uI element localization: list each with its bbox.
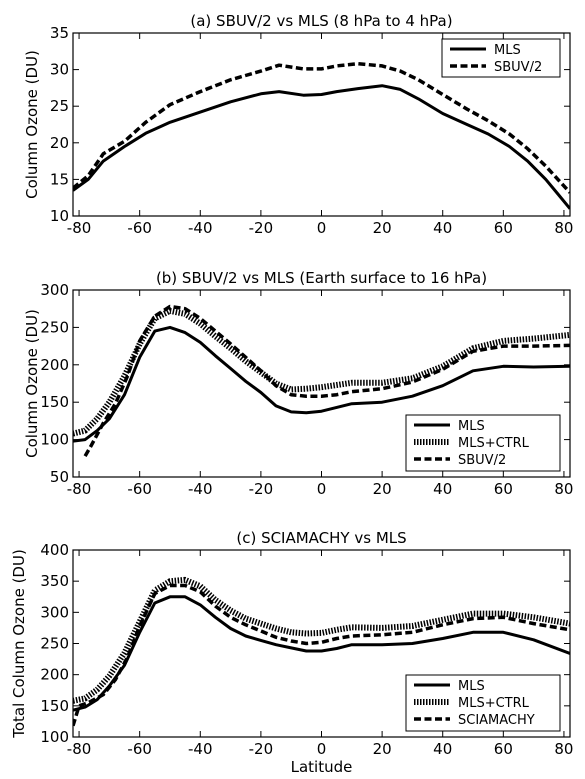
x-tick-label: -60	[127, 480, 152, 498]
x-axis-label: Latitude	[291, 758, 353, 776]
series-line-mls	[73, 84, 570, 210]
x-tick-label: 40	[433, 480, 452, 498]
series-line-mls	[73, 325, 570, 443]
legend-label: SBUV/2	[494, 60, 542, 75]
y-tick-label: 200	[40, 356, 69, 374]
series-line-mls-ctrl	[73, 576, 570, 704]
legend-label: SBUV/2	[458, 453, 506, 468]
chart-panel-2: (c) SCIAMACHY vs MLS -80 -60 -40 -20 0 20 40 60 8…	[10, 529, 573, 776]
legend: MLS SBUV/2	[441, 38, 561, 78]
y-tick-label: 100	[40, 431, 69, 449]
legend-label: SCIAMACHY	[458, 713, 535, 728]
y-tick-label: 400	[40, 541, 69, 559]
y-axis-label: Column Ozone (DU)	[23, 50, 41, 199]
x-tick-label: 20	[373, 219, 392, 237]
chart-title: (b) SBUV/2 vs MLS (Earth surface to 16 h…	[156, 269, 487, 287]
x-tick-label: -20	[249, 480, 274, 498]
x-tick-label: 20	[373, 480, 392, 498]
y-tick-label: 150	[40, 393, 69, 411]
x-tick-label: 60	[494, 219, 513, 237]
y-tick-label: 10	[50, 207, 69, 225]
y-tick-label: 250	[40, 635, 69, 653]
x-tick-label: -60	[127, 740, 152, 758]
y-tick-label: 350	[40, 572, 69, 590]
x-tick-label: -80	[67, 740, 92, 758]
legend: MLS MLS+CTRL SCIAMACHY	[405, 674, 561, 732]
legend: MLS MLS+CTRL SBUV/2	[405, 414, 561, 472]
y-tick-label: 50	[50, 468, 69, 486]
y-tick-label: 30	[50, 61, 69, 79]
x-tick-label: 60	[494, 480, 513, 498]
series-line-sciamachy	[73, 583, 570, 727]
y-tick-label: 25	[50, 97, 69, 115]
legend-label: MLS	[458, 679, 485, 694]
chart-title: (a) SBUV/2 vs MLS (8 hPa to 4 hPa)	[190, 12, 452, 30]
y-tick-label: 300	[40, 603, 69, 621]
y-tick-label: 200	[40, 666, 69, 684]
x-tick-label: 80	[554, 740, 573, 758]
chart-title: (c) SCIAMACHY vs MLS	[236, 529, 406, 547]
x-tick-label: 40	[433, 740, 452, 758]
y-tick-label: 100	[40, 728, 69, 746]
y-tick-label: 15	[50, 170, 69, 188]
x-tick-label: 0	[317, 740, 327, 758]
series-line-sbuv-2	[83, 304, 570, 457]
x-tick-label: 40	[433, 219, 452, 237]
legend-label: MLS	[458, 419, 485, 434]
y-tick-label: 300	[40, 281, 69, 299]
y-tick-label: 250	[40, 318, 69, 336]
x-tick-label: 60	[494, 740, 513, 758]
x-tick-label: -80	[67, 219, 92, 237]
x-tick-label: 0	[317, 480, 327, 498]
x-tick-label: -40	[188, 219, 213, 237]
legend-label: MLS+CTRL	[458, 436, 530, 451]
x-tick-label: 80	[554, 480, 573, 498]
x-tick-label: -40	[188, 740, 213, 758]
chart-panel-0: (a) SBUV/2 vs MLS (8 hPa to 4 hPa) -80 -60…	[23, 12, 573, 237]
x-tick-label: -20	[249, 219, 274, 237]
series-line-sbuv-2	[73, 61, 570, 194]
y-tick-label: 35	[50, 24, 69, 42]
legend-label: MLS+CTRL	[458, 696, 530, 711]
y-tick-label: 20	[50, 134, 69, 152]
y-tick-label: 150	[40, 697, 69, 715]
x-tick-label: -40	[188, 480, 213, 498]
x-tick-label: -60	[127, 219, 152, 237]
x-tick-label: 0	[317, 219, 327, 237]
legend-label: MLS	[494, 43, 521, 58]
y-axis-label: Total Column Ozone (DU)	[10, 549, 28, 739]
x-tick-label: 80	[554, 219, 573, 237]
chart-panel-1: (b) SBUV/2 vs MLS (Earth surface to 16 h…	[23, 269, 573, 498]
x-tick-label: -20	[249, 740, 274, 758]
x-tick-label: 20	[373, 740, 392, 758]
y-axis-label: Column Ozone (DU)	[23, 309, 41, 458]
x-tick-label: -80	[67, 480, 92, 498]
legend-box	[441, 38, 561, 78]
